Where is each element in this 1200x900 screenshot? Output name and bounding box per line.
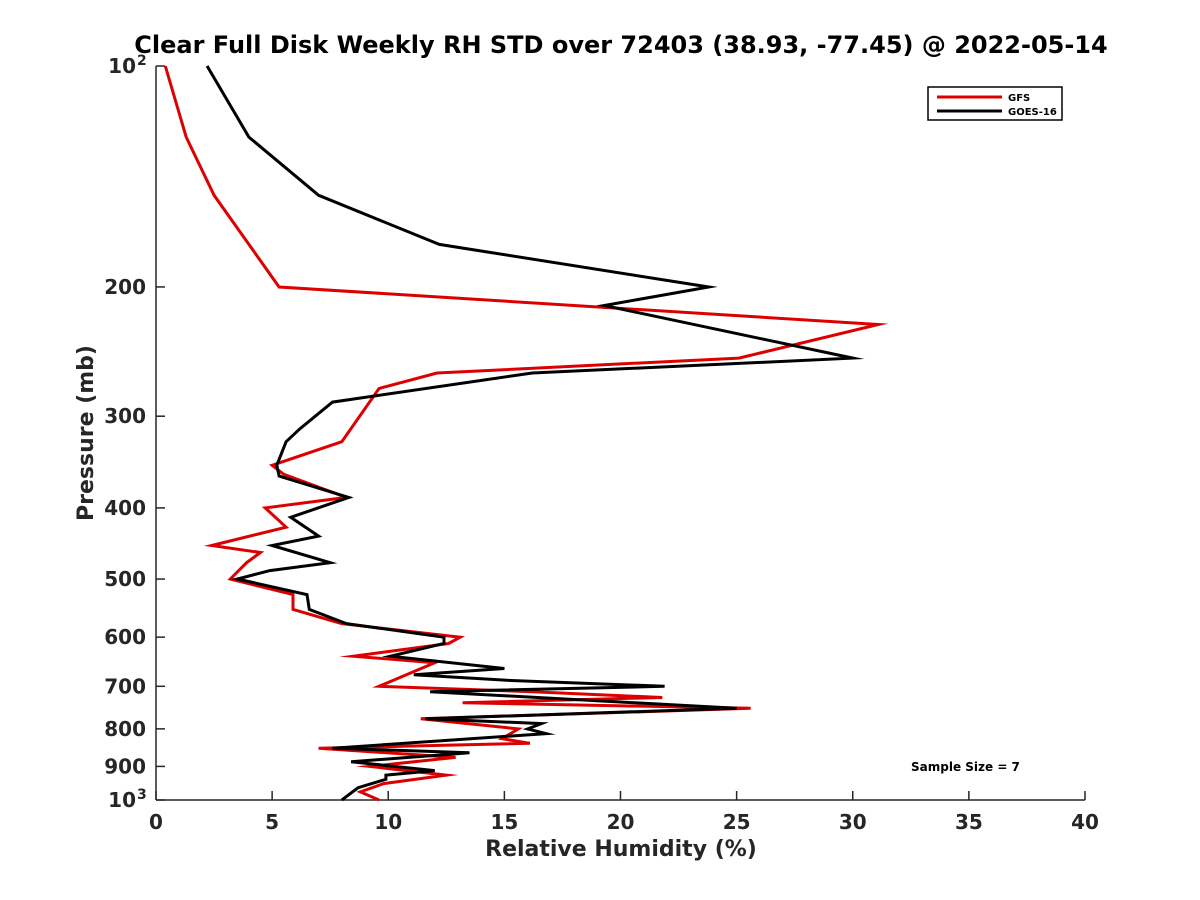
y-tick-label: 10 [108, 788, 136, 812]
y-tick-label: 300 [104, 404, 146, 428]
y-tick-label: 500 [104, 567, 146, 591]
x-tick-label: 25 [723, 810, 751, 834]
x-tick-label: 40 [1071, 810, 1099, 834]
x-tick-label: 30 [839, 810, 867, 834]
x-tick-label: 10 [374, 810, 402, 834]
legend: GFS GOES-16 [927, 86, 1063, 121]
y-tick-label: 900 [104, 754, 146, 778]
series-line-goes-16 [205, 65, 865, 802]
y-tick-exponent: 2 [137, 53, 147, 69]
x-axis-label: Relative Humidity (%) [485, 837, 757, 862]
chart-title: Clear Full Disk Weekly RH STD over 72403… [134, 31, 1107, 59]
legend-label: GFS [1008, 93, 1030, 104]
x-tick-label: 0 [149, 810, 163, 834]
y-axis-label: Pressure (mb) [74, 345, 99, 521]
x-tick-label: 20 [607, 810, 635, 834]
y-tick-label: 700 [104, 674, 146, 698]
sample-size-annotation: Sample Size = 7 [911, 760, 1020, 774]
x-tick-label: 35 [955, 810, 983, 834]
y-tick-label: 400 [104, 496, 146, 520]
x-tick-label: 15 [490, 810, 518, 834]
series-line-gfs [163, 65, 889, 802]
legend-box [927, 86, 1063, 121]
series-layer [163, 65, 889, 802]
y-tick-exponent: 3 [137, 787, 147, 803]
y-tick-label: 800 [104, 717, 146, 741]
y-tick-label: 10 [108, 54, 136, 78]
y-tick-label: 600 [104, 625, 146, 649]
legend-label: GOES-16 [1008, 107, 1057, 118]
x-tick-label: 5 [265, 810, 279, 834]
y-tick-label: 200 [104, 275, 146, 299]
